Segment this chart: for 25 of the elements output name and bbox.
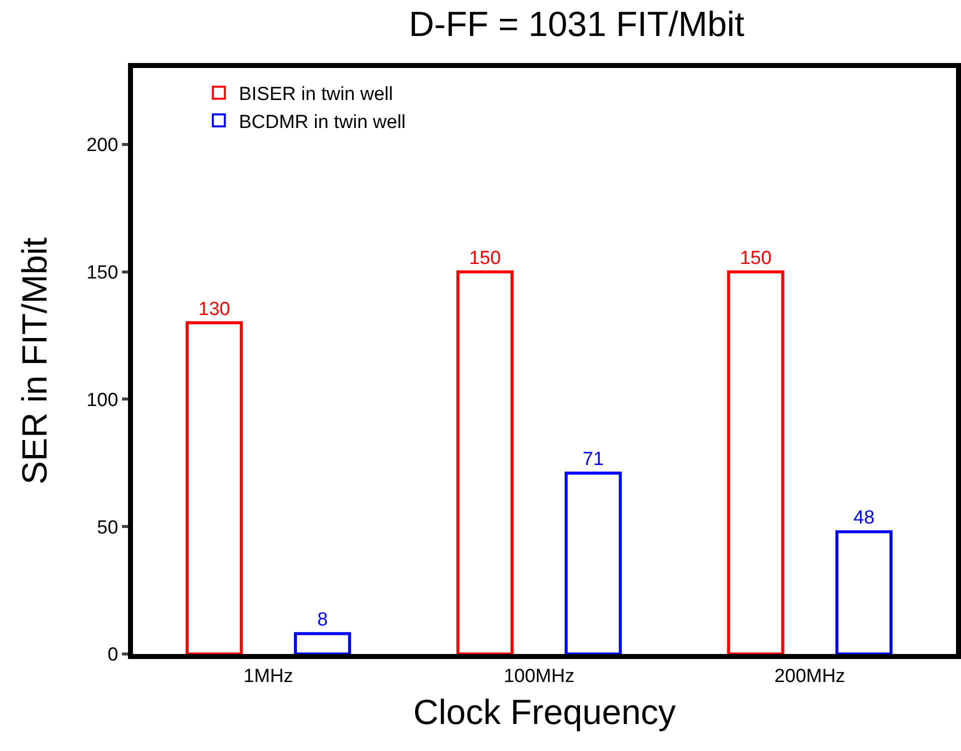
bar	[835, 530, 893, 654]
data-label: 71	[582, 449, 604, 470]
y-tick-label: 100	[86, 390, 118, 411]
data-label: 48	[853, 508, 875, 529]
y-tick-label: 0	[108, 644, 118, 666]
y-tick-label: 200	[86, 135, 118, 156]
x-tick-label: 200MHz	[774, 666, 846, 687]
x-tick-label: 100MHz	[504, 666, 574, 687]
bar	[456, 270, 514, 654]
bar	[564, 472, 622, 654]
bar	[727, 270, 784, 654]
legend-label: BISER in twin well	[238, 84, 394, 106]
legend-label: BCDMR in twin well	[238, 112, 406, 133]
bar	[186, 321, 243, 654]
y-tick-label: 150	[86, 262, 118, 284]
y-tick-label: 50	[97, 517, 118, 538]
x-tick-label: 1MHz	[244, 666, 294, 687]
bar	[294, 632, 352, 654]
data-label: 8	[317, 610, 328, 631]
data-label: 150	[740, 248, 772, 269]
chart-title: D-FF = 1031 FIT/Mbit	[408, 4, 745, 44]
y-axis-title: SER in FIT/Mbit	[16, 237, 55, 484]
data-label: 130	[198, 298, 230, 320]
x-axis-title: Clock Frequency	[413, 692, 676, 732]
data-label: 150	[469, 248, 501, 269]
